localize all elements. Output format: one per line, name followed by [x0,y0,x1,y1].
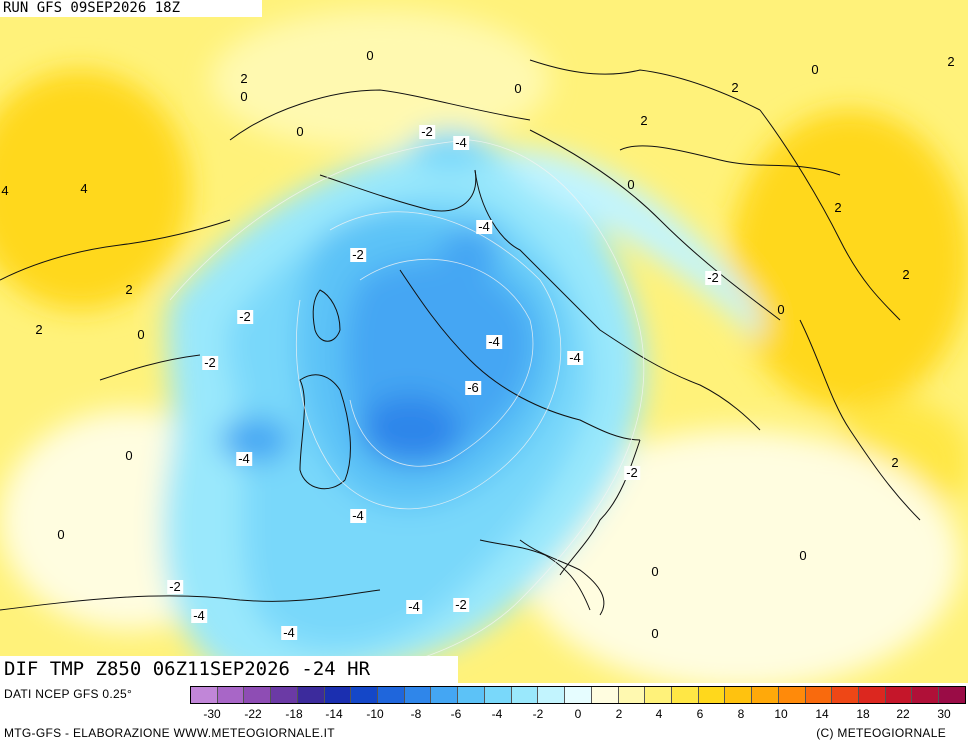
contour-label: -4 [486,334,502,349]
contour-label: 2 [125,282,133,297]
contour-label: -2 [419,124,435,139]
contour-label: -2 [453,597,469,612]
scale-tick-label: 22 [896,707,910,721]
color-swatch [351,687,379,703]
color-swatch [725,687,753,703]
contour-label: -2 [705,270,721,285]
color-swatch [591,687,619,703]
contour-label: 0 [651,626,659,641]
contour-label: 2 [834,200,842,215]
footer-credit: MTG-GFS - ELABORAZIONE WWW.METEOGIORNALE… [4,726,335,740]
scale-tick-label: -22 [244,707,262,721]
scale-tick-label: 10 [774,707,788,721]
color-swatch [458,687,485,703]
contour-label: 0 [137,327,145,342]
contour-label: 2 [731,80,739,95]
scale-tick-label: 14 [815,707,829,721]
color-scale [190,686,966,704]
color-swatch [297,687,325,703]
contour-label: 2 [891,455,899,470]
scale-tick-label: -2 [532,707,544,721]
scale-tick-label: 30 [937,707,951,721]
color-swatch [752,687,779,703]
scale-tick-label: 18 [856,707,870,721]
color-swatch [217,687,245,703]
color-swatch [671,687,699,703]
legend-area: DATI NCEP GFS 0.25° -30 -22 -18 -14 -10 -8 -6-… [0,683,968,745]
color-swatch [858,687,886,703]
scale-tick-label: -30 [203,707,221,721]
data-source-label: DATI NCEP GFS 0.25° [4,687,133,701]
contour-label: 0 [651,564,659,579]
scale-tick-label: -14 [325,707,343,721]
contour-label: -2 [167,579,183,594]
temperature-map [0,0,968,683]
contour-label: -4 [567,350,583,365]
contour-label: 2 [947,54,955,69]
contour-label: 2 [902,267,910,282]
color-swatch [324,687,352,703]
contour-label: -2 [624,465,640,480]
color-swatch [431,687,459,703]
contour-label: -4 [406,599,422,614]
color-swatch [618,687,646,703]
color-swatch [378,687,405,703]
contour-label: 0 [777,302,785,317]
contour-label: -2 [202,355,218,370]
field-title: DIF TMP Z850 06Z11SEP2026 -24 HR [0,656,458,683]
color-swatch [404,687,432,703]
scale-tick-label: -4 [491,707,503,721]
color-swatch [778,687,806,703]
scale-tick-label: -8 [410,707,422,721]
color-swatch [565,687,592,703]
contour-label: 0 [240,89,248,104]
contour-label: 0 [799,548,807,563]
color-swatch [912,687,940,703]
color-swatch [832,687,859,703]
scale-tick-label: 2 [615,707,623,721]
scale-tick-label: 0 [574,707,582,721]
contour-label: 2 [240,71,248,86]
contour-label: 0 [366,48,374,63]
contour-label: 0 [296,124,304,139]
scale-tick-label: 8 [737,707,745,721]
contour-label: -4 [236,451,252,466]
scale-tick-label: -18 [285,707,303,721]
scale-tick-label: 4 [655,707,663,721]
color-swatch [645,687,672,703]
color-swatch [271,687,298,703]
run-title: RUN GFS 09SEP2026 18Z [0,0,262,17]
contour-label: -2 [350,247,366,262]
contour-label: -4 [191,608,207,623]
color-swatch [484,687,512,703]
contour-label: 2 [640,113,648,128]
contour-label: -4 [350,508,366,523]
color-swatch [885,687,913,703]
contour-label: 0 [125,448,133,463]
contour-label: 2 [35,322,43,337]
contour-label: -6 [465,380,481,395]
footer-copyright: (C) METEOGIORNALE [816,726,946,740]
contour-label: 4 [80,181,88,196]
color-swatch [939,687,965,703]
scale-tick-label: -6 [450,707,462,721]
contour-label: -4 [476,219,492,234]
contour-label: -4 [453,135,469,150]
contour-label: 4 [1,183,9,198]
scale-tick-label: 6 [696,707,704,721]
color-scale-ticks: -30 -22 -18 -14 -10 -8 -6 -4 -2 0 2 4 6 8 10 14 18 22 30 [190,707,966,721]
contour-label: -2 [237,309,253,324]
color-swatch [805,687,833,703]
color-swatch [698,687,726,703]
contour-label: -4 [281,625,297,640]
color-swatch [191,687,218,703]
color-swatch [511,687,539,703]
contour-label: 0 [514,81,522,96]
contour-label: 0 [57,527,65,542]
color-swatch [244,687,272,703]
color-swatch [538,687,566,703]
scale-tick-label: -10 [366,707,384,721]
contour-label: 0 [811,62,819,77]
contour-label: 0 [627,177,635,192]
